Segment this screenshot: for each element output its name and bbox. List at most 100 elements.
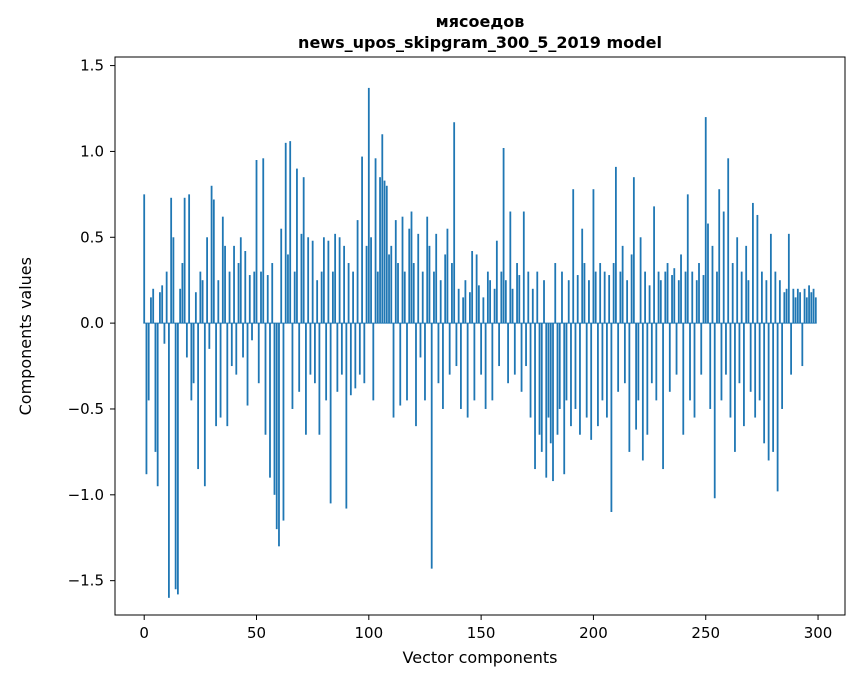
bar [509,211,512,324]
bar [147,323,150,401]
bar [585,323,588,418]
bar [293,271,296,324]
bar [264,323,267,435]
bar [179,288,182,324]
bar [318,323,321,435]
bar [201,280,204,324]
bar [814,297,817,324]
bar [271,263,274,324]
bar [691,271,694,324]
bar [302,177,305,324]
chart-title-line1: мясоедов [435,12,525,31]
bar [394,220,397,324]
y-tick-label: −0.5 [68,400,104,418]
x-tick-label: 100 [354,624,383,642]
bar [677,280,680,324]
bar [749,323,752,392]
bar [641,323,644,461]
bar [336,323,339,392]
bar [686,194,689,324]
bar [763,323,766,444]
bar [518,275,521,324]
bar [325,323,328,401]
bar [480,323,483,375]
bar [635,323,638,430]
bar [747,280,750,324]
bar [183,197,186,324]
bar [727,158,730,324]
bar [486,271,489,324]
bar [502,147,505,324]
bar [345,323,348,509]
bar [597,323,599,427]
bar [278,323,280,547]
bar [682,323,685,435]
bar [251,323,253,341]
bar [322,237,325,324]
bar [758,323,761,401]
bar [358,323,361,375]
bar [399,323,402,406]
bar [498,323,500,367]
bar [610,323,613,512]
bar [228,271,231,324]
bar [185,323,188,358]
chart-title-line2: news_upos_skipgram_300_5_2019 model [298,33,662,52]
bar [176,323,179,595]
bar [439,280,442,324]
bar [174,323,177,590]
bar [255,160,258,324]
bar [262,158,265,324]
bar [460,323,462,409]
bar [316,280,319,324]
bar [233,245,235,324]
bar [356,220,359,324]
bar [601,323,604,401]
bar [280,228,283,324]
bar [545,323,548,478]
bar [199,271,202,324]
bar [774,271,777,324]
bar [527,271,530,324]
bar [219,323,222,418]
bar [446,228,449,324]
bar [657,271,660,324]
bar [221,216,224,324]
bar [572,189,575,324]
bar [731,263,734,324]
bar [756,214,759,324]
bar [630,254,633,324]
bar [442,323,444,409]
bar [617,323,620,392]
bar [457,288,460,324]
bar [172,237,175,324]
bar [684,271,687,324]
bar [296,168,298,324]
bar [711,245,714,324]
bar [511,288,514,324]
bar [603,271,606,324]
bar [781,323,784,409]
bar [482,297,485,324]
y-tick-label: 1.5 [80,57,104,75]
x-tick-label: 50 [247,624,266,642]
bar [799,292,801,324]
bar [397,263,399,324]
x-tick-label: 200 [579,624,608,642]
bar [143,194,146,324]
bar [767,323,770,461]
bar [650,323,653,384]
bar [415,323,417,427]
bar [561,271,563,324]
bar [289,141,292,324]
bar [534,323,536,470]
bar [752,202,754,324]
bar [401,216,404,324]
bar [210,185,213,324]
bar [327,240,330,324]
bar [520,323,523,392]
bar [702,275,705,324]
bar [540,323,543,452]
bar [734,323,736,452]
bar [623,323,626,384]
